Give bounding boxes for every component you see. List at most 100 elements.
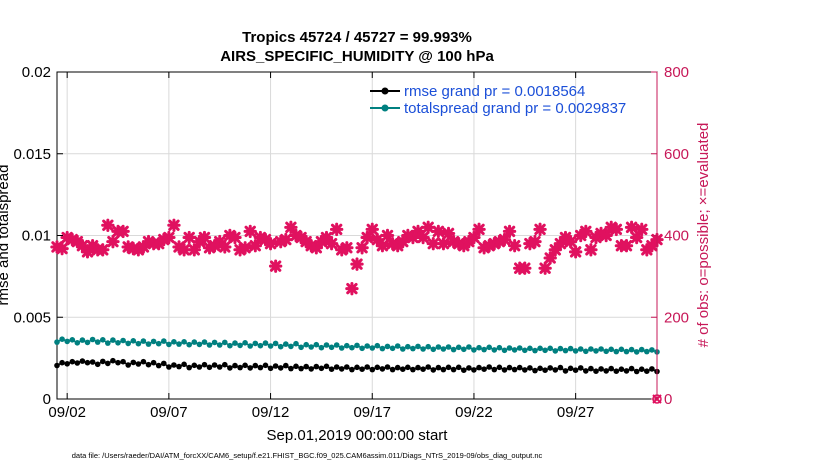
rmse-point-64: [379, 366, 386, 372]
obs-point-8: [80, 245, 95, 259]
rmse-point-110: [613, 368, 620, 375]
obs-point-25: [167, 218, 181, 232]
totalspread-point-92: [522, 347, 528, 354]
rmse-point-25: [181, 361, 187, 368]
rmse-point-24: [176, 363, 182, 370]
rmse-point-8: [94, 361, 101, 368]
rmse-point-63: [374, 364, 381, 371]
obs-point-44: [263, 236, 278, 251]
obs-point-74: [416, 230, 430, 245]
totalspread-point-34: [227, 342, 233, 349]
legend-rmse-marker: [381, 87, 389, 95]
totalspread-point-58: [349, 344, 355, 351]
rmse-point-117: [649, 366, 655, 372]
rmse-point-42: [267, 365, 274, 372]
totalspread-point-43: [272, 340, 279, 347]
totalspread-point-7: [89, 336, 96, 343]
obs-point-57: [329, 222, 344, 237]
x-tick-label-5: 09/27: [557, 404, 595, 421]
rmse-point-104: [583, 368, 589, 374]
rmse-point-55: [333, 364, 340, 370]
obs-point-2: [50, 240, 64, 254]
rmse-point-59: [354, 364, 360, 371]
obs-point-89: [492, 234, 507, 249]
totalspread-point-49: [303, 341, 310, 348]
totalspread-point-42: [267, 343, 274, 349]
obs-point-38: [233, 243, 247, 257]
totalspread-point-117: [649, 347, 655, 353]
obs-point-95: [523, 236, 537, 251]
x-axis-label: Sep.01,2019 00:00:00 start: [267, 427, 449, 444]
obs-point-28: [182, 230, 196, 245]
obs-point-49: [289, 228, 303, 243]
totalspread-point-45: [283, 341, 289, 347]
obs-point-96: [528, 234, 542, 249]
rmse-point-87: [496, 364, 503, 371]
obs-point-26: [172, 240, 186, 254]
totalspread-point-3: [69, 337, 76, 343]
obs-point-65: [370, 232, 385, 247]
totalspread-point-85: [486, 344, 493, 351]
obs-point-60: [345, 281, 359, 296]
rmse-point-98: [552, 367, 559, 373]
totalspread-point-81: [466, 344, 472, 350]
y-right-tick-label-1: 200: [664, 309, 689, 326]
rmse-point-96: [542, 367, 548, 374]
totalspread-point-28: [196, 341, 203, 348]
totalspread-point-67: [394, 343, 401, 349]
totalspread-point-27: [191, 339, 198, 345]
rmse-point-23: [171, 362, 177, 368]
totalspread-point-51: [313, 341, 320, 348]
rmse-point-27: [191, 362, 198, 369]
rmse-point-74: [430, 367, 437, 373]
obs-point-116: [629, 230, 644, 245]
obs-point-97: [533, 222, 547, 237]
rmse-point-6: [84, 359, 91, 366]
obs-point-104: [568, 245, 583, 259]
totalspread-point-73: [425, 343, 432, 350]
rmse-point-70: [410, 366, 416, 373]
obs-point-109: [594, 226, 608, 241]
obs-point-5: [65, 232, 79, 247]
totalspread-point-113: [628, 346, 635, 353]
totalspread-point-36: [237, 342, 243, 349]
obs-point-80: [446, 234, 461, 249]
rmse-point-60: [359, 366, 365, 373]
totalspread-point-59: [354, 342, 360, 349]
obs-point-106: [579, 224, 593, 239]
totalspread-point-57: [344, 342, 350, 349]
totalspread-point-9: [100, 337, 106, 343]
totalspread-point-106: [593, 348, 599, 354]
totalspread-point-78: [450, 346, 457, 353]
obs-point-15: [116, 224, 130, 239]
totalspread-point-112: [623, 348, 630, 355]
obs-point-4: [60, 230, 74, 245]
rmse-point-103: [577, 365, 584, 371]
totalspread-point-77: [445, 344, 452, 350]
totalspread-point-96: [542, 347, 548, 354]
rmse-point-108: [603, 368, 609, 374]
totalspread-point-94: [532, 347, 538, 354]
obs-point-66: [375, 239, 390, 253]
rmse-point-7: [89, 359, 96, 365]
totalspread-point-68: [400, 346, 406, 352]
obs-point-37: [228, 230, 242, 245]
rmse-point-12: [115, 359, 121, 366]
totalspread-point-32: [216, 342, 223, 348]
totalspread-point-63: [374, 342, 381, 349]
obs-point-55: [319, 230, 334, 245]
totalspread-point-37: [242, 340, 248, 346]
rmse-point-46: [288, 365, 294, 372]
obs-point-64: [365, 222, 379, 237]
totalspread-point-21: [161, 338, 167, 344]
y-right-axis-ticks: 0 200 400 600 800: [651, 64, 689, 408]
rmse-point-48: [298, 365, 304, 372]
obs-point-3: [55, 241, 69, 256]
totalspread-point-53: [323, 342, 330, 348]
rmse-point-109: [608, 365, 614, 372]
totalspread-point-69: [405, 343, 411, 350]
totalspread-point-61: [364, 343, 371, 349]
rmse-point-47: [293, 363, 299, 370]
rmse-point-41: [262, 362, 269, 369]
